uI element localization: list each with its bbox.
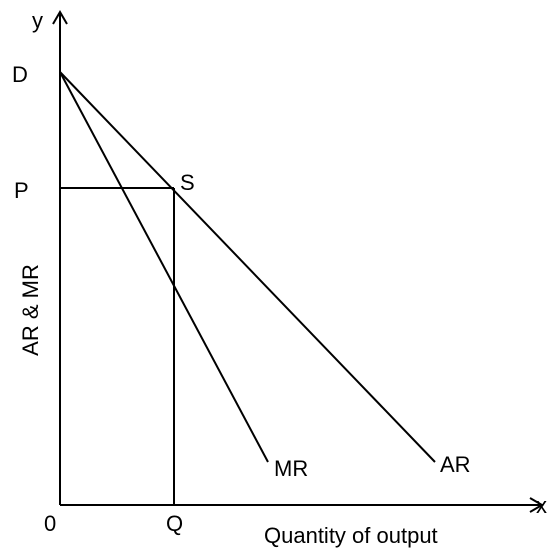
label-s: S (180, 170, 195, 195)
label-ar: AR (440, 452, 471, 477)
x-axis-letter: x (536, 493, 547, 518)
mr-line (59, 71, 269, 463)
label-d: D (12, 62, 28, 87)
label-mr: MR (274, 456, 308, 481)
x-axis-title: Quantity of output (264, 523, 438, 548)
ar-line (59, 71, 436, 463)
y-axis-arrow (52, 10, 68, 25)
x-axis-arrow (529, 497, 544, 513)
label-origin: 0 (44, 511, 56, 536)
label-p: P (14, 178, 29, 203)
label-q: Q (166, 511, 183, 536)
y-axis-letter: y (32, 8, 43, 33)
y-axis-title: AR & MR (18, 264, 43, 356)
